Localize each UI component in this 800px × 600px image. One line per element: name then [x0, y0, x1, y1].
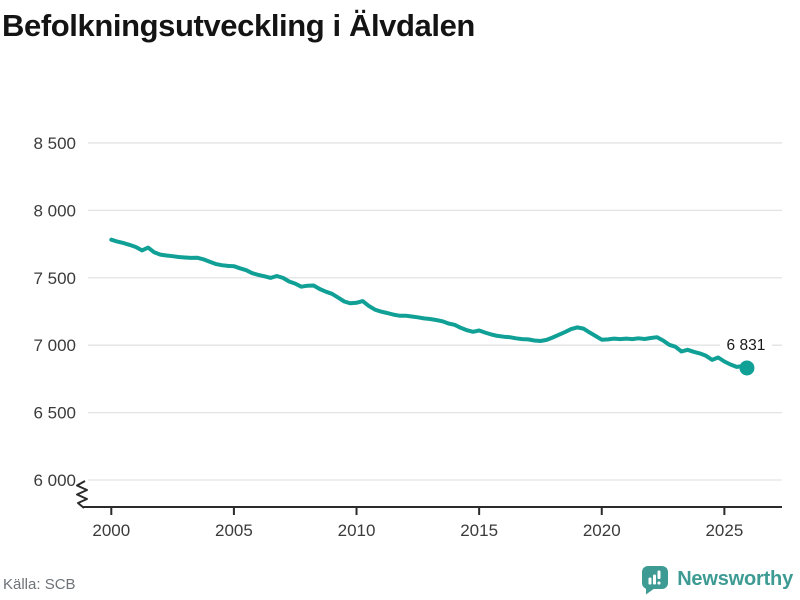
x-tick-label: 2010 [338, 521, 376, 540]
end-value-label: 6 831 [727, 337, 766, 354]
newsworthy-bubble-chart-icon [642, 566, 669, 595]
brand-wordmark: Newsworthy [677, 568, 793, 590]
chart-title: Befolkningsutveckling i Älvdalen [2, 8, 475, 43]
series-line [109, 237, 749, 370]
x-tick-label: 2015 [460, 521, 498, 540]
y-tick-label: 7 000 [33, 336, 76, 355]
x-tick-label: 2020 [583, 521, 621, 540]
source-caption: Källa: SCB [3, 576, 76, 593]
y-tick-label: 6 500 [33, 404, 76, 423]
y-tick-label: 7 500 [33, 269, 76, 288]
x-tick-label: 2000 [92, 521, 130, 540]
axis-break-icon [76, 480, 88, 509]
newsworthy-logo[interactable]: Newsworthy [641, 564, 793, 595]
y-tick-label: 8 500 [33, 134, 76, 153]
end-point-marker [739, 360, 755, 376]
x-tick-label: 2005 [215, 521, 253, 540]
y-tick-label: 8 000 [33, 201, 76, 220]
y-tick-label: 6 000 [33, 471, 76, 490]
x-tick-label: 2025 [705, 521, 743, 540]
end-label-bg [719, 334, 772, 354]
